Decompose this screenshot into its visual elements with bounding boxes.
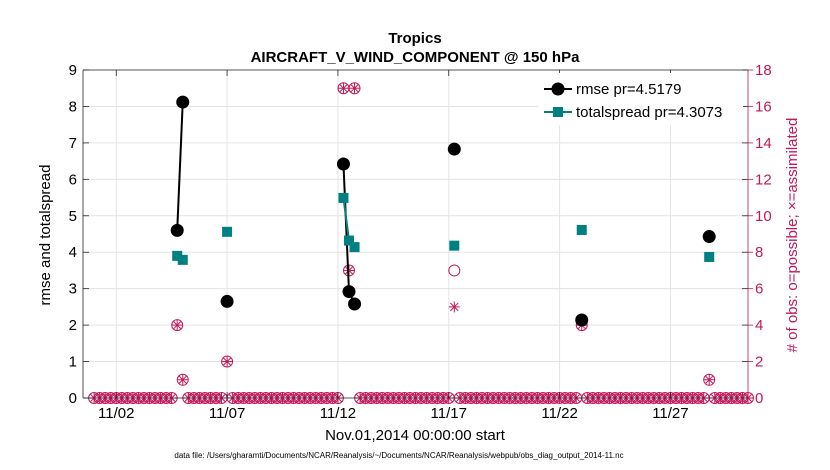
x-axis-label: Nov.01,2014 00:00:00 start xyxy=(325,427,506,444)
y-axis-label: rmse and totalspread xyxy=(37,165,54,306)
obs-assimilated-point xyxy=(221,356,233,368)
y-tick-label: 6 xyxy=(69,171,77,188)
x-tick-label: 11/12 xyxy=(320,405,356,422)
totalspread-point xyxy=(704,251,715,262)
y-tick-label: 5 xyxy=(69,208,77,225)
y-tick-label: 8 xyxy=(69,98,77,115)
x-tick-label: 11/02 xyxy=(98,405,134,422)
rmse-point xyxy=(575,313,589,327)
obs-possible-point xyxy=(448,264,461,277)
rmse-line-segment xyxy=(176,102,184,231)
obs-star-stroke xyxy=(350,83,359,93)
legend-totalspread-label: totalspread pr=4.3073 xyxy=(576,104,722,121)
totalspread-point xyxy=(349,242,360,253)
totalspread-point xyxy=(576,224,587,235)
rmse-point xyxy=(342,285,356,299)
obs-assimilated-point xyxy=(171,319,183,331)
obs-star-stroke xyxy=(704,375,714,385)
y2-tick-label: 12 xyxy=(755,171,772,188)
legend-box xyxy=(538,73,743,125)
obs-star-stroke xyxy=(449,302,459,312)
rmse-point xyxy=(348,297,362,311)
chart-title: Tropics xyxy=(388,30,441,47)
y2-tick-label: 6 xyxy=(755,281,763,298)
y2-tick-label: 4 xyxy=(755,317,763,334)
y2-tick-label: 14 xyxy=(755,135,772,152)
legend-totalspread-marker xyxy=(553,107,563,117)
obs-assimilated-point xyxy=(349,82,361,94)
rmse-point xyxy=(176,95,190,109)
y2-tick-label: 2 xyxy=(755,354,763,371)
rmse-point xyxy=(220,294,234,308)
legend-rmse-label: rmse pr=4.5179 xyxy=(576,81,681,98)
y2-tick-label: 18 xyxy=(755,62,772,79)
totalspread-point xyxy=(172,250,183,261)
y-tick-label: 0 xyxy=(69,390,77,407)
rmse-point xyxy=(702,230,716,244)
y2-tick-label: 16 xyxy=(755,98,772,115)
obs-assimilated-point xyxy=(703,374,715,386)
y-tick-label: 2 xyxy=(69,317,77,334)
footnote: data file: /Users/gharamti/Documents/NCA… xyxy=(174,451,623,460)
totalspread-point xyxy=(177,254,188,265)
obs-assimilated-point xyxy=(177,374,189,386)
y-tick-label: 4 xyxy=(69,244,77,261)
x-tick-label: 11/27 xyxy=(652,405,688,422)
totalspread-point xyxy=(222,226,233,237)
y-tick-label: 3 xyxy=(69,281,77,298)
totalspread-point xyxy=(344,235,354,246)
y-tick-label: 7 xyxy=(69,135,77,152)
totalspread-point xyxy=(338,192,349,203)
y2-axis-label: # of obs: o=possible; ×=assimilated xyxy=(784,118,801,353)
rmse-point xyxy=(170,223,184,237)
obs-star-stroke xyxy=(178,375,188,385)
legend-rmse-marker xyxy=(551,82,565,96)
obs-star-stroke xyxy=(222,357,232,366)
x-tick-label: 11/07 xyxy=(209,405,245,422)
legend: rmse pr=4.5179 totalspread pr=4.3073 xyxy=(538,73,743,125)
obs-assimilated-point xyxy=(448,301,460,313)
y-tick-label: 9 xyxy=(69,62,77,79)
grid xyxy=(83,69,748,399)
x-tick-label: 11/22 xyxy=(541,405,577,422)
chart-subtitle: AIRCRAFT_V_WIND_COMPONENT @ 150 hPa xyxy=(251,49,581,66)
series-layer xyxy=(170,95,716,327)
rmse-point xyxy=(447,142,461,156)
x-tick-label: 11/17 xyxy=(431,405,467,422)
obs-star-stroke xyxy=(339,83,348,93)
y2-tick-label: 8 xyxy=(755,244,763,261)
obs-count-layer xyxy=(88,82,754,404)
totalspread-point xyxy=(449,240,460,251)
y2-tick-label: 10 xyxy=(755,208,772,225)
y2-tick-label: 0 xyxy=(755,390,763,407)
y-tick-label: 1 xyxy=(69,354,77,371)
obs-star-stroke xyxy=(172,320,182,330)
obs-assimilated-point xyxy=(337,82,349,94)
rmse-point xyxy=(336,157,350,171)
